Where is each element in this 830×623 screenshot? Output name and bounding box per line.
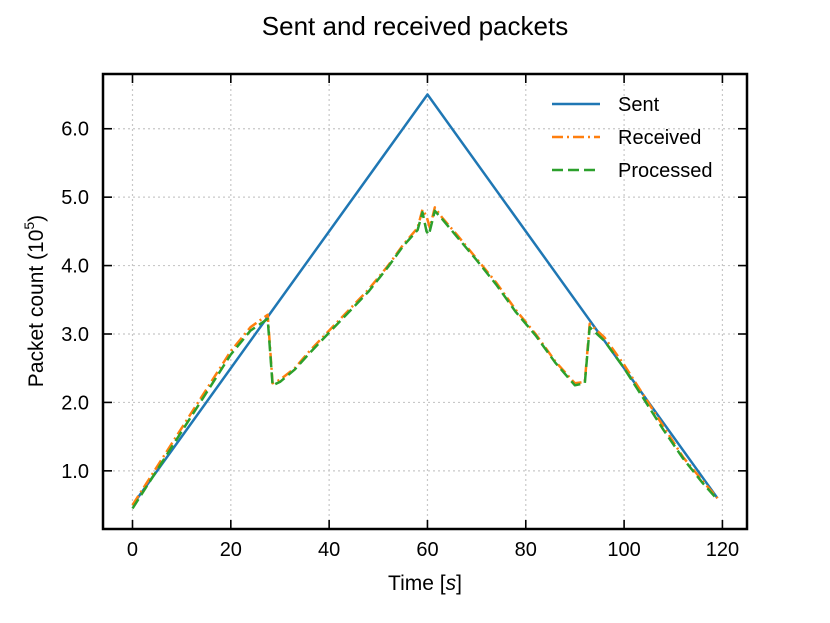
x-tick-label: 100 <box>607 539 640 561</box>
legend-label-received: Received <box>618 127 701 149</box>
y-axis-title-close: ) <box>25 215 48 222</box>
x-axis-unit: s <box>446 572 457 595</box>
legend: Sent Received Processed <box>552 94 713 182</box>
series-sent-line <box>131 93 719 506</box>
x-tick-label: 80 <box>515 539 537 561</box>
y-tick-label: 6.0 <box>61 119 89 141</box>
y-tick-label: 1.0 <box>61 461 89 483</box>
x-tick-label: 40 <box>318 539 340 561</box>
y-tick-label: 5.0 <box>61 187 89 209</box>
y-tick-label: 2.0 <box>61 392 89 414</box>
legend-label-sent: Sent <box>618 94 660 116</box>
x-tick-label: 60 <box>416 539 438 561</box>
tick-labels: 0 20 40 60 80 100 120 1.0 2.0 3.0 4.0 5.0 6.0 <box>61 119 739 561</box>
y-tick-label: 3.0 <box>61 324 89 346</box>
x-tick-label: 0 <box>127 539 138 561</box>
x-axis-title-close: ] <box>456 572 462 595</box>
ticks <box>103 74 747 529</box>
series-received-line <box>131 206 719 506</box>
y-axis-title: Packet count (105) <box>21 215 48 387</box>
y-axis-title-text: Packet count (10 <box>25 230 48 388</box>
chart-title: Sent and received packets <box>262 11 568 41</box>
plot-frame <box>101 72 749 531</box>
x-axis-title-text: Time [ <box>388 572 446 595</box>
grid <box>103 74 747 529</box>
x-axis-title: Time [s] <box>388 572 462 595</box>
legend-label-processed: Processed <box>618 160 713 182</box>
x-tick-label: 20 <box>220 539 242 561</box>
series-processed-line <box>131 209 719 510</box>
y-axis-exponent: 5 <box>21 222 37 230</box>
y-tick-label: 4.0 <box>61 256 89 278</box>
x-tick-label: 120 <box>706 539 739 561</box>
series-layer <box>131 93 719 510</box>
